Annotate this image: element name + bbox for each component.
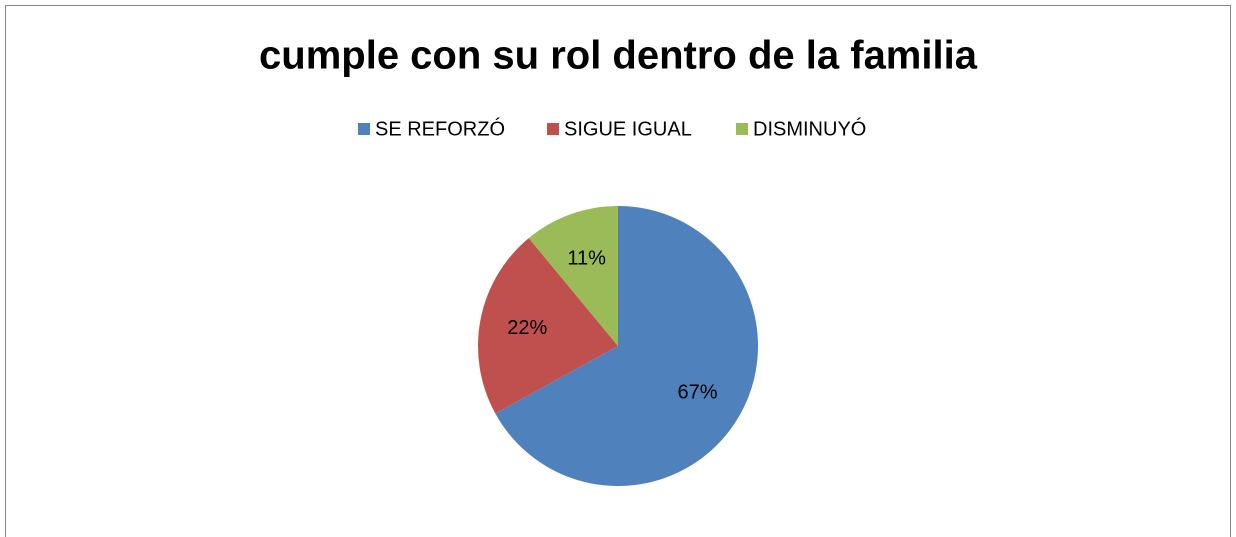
data-label: 11%: [567, 247, 606, 269]
legend-label: SE REFORZÓ: [375, 117, 505, 140]
legend-swatch: [547, 123, 559, 135]
pie-slice: [495, 206, 759, 486]
pie-slice: [528, 206, 618, 346]
legend-label: SIGUE IGUAL: [564, 118, 692, 140]
data-label: 22%: [507, 317, 547, 339]
legend-label: DISMINUYÓ: [753, 117, 866, 140]
chart-border: [5, 5, 1231, 537]
legend-swatch: [358, 123, 370, 135]
data-label: 67%: [678, 381, 718, 403]
chart-title: cumple con su rol dentro de la familia: [259, 34, 978, 78]
pie-slice: [477, 238, 618, 414]
legend-swatch: [736, 123, 748, 135]
